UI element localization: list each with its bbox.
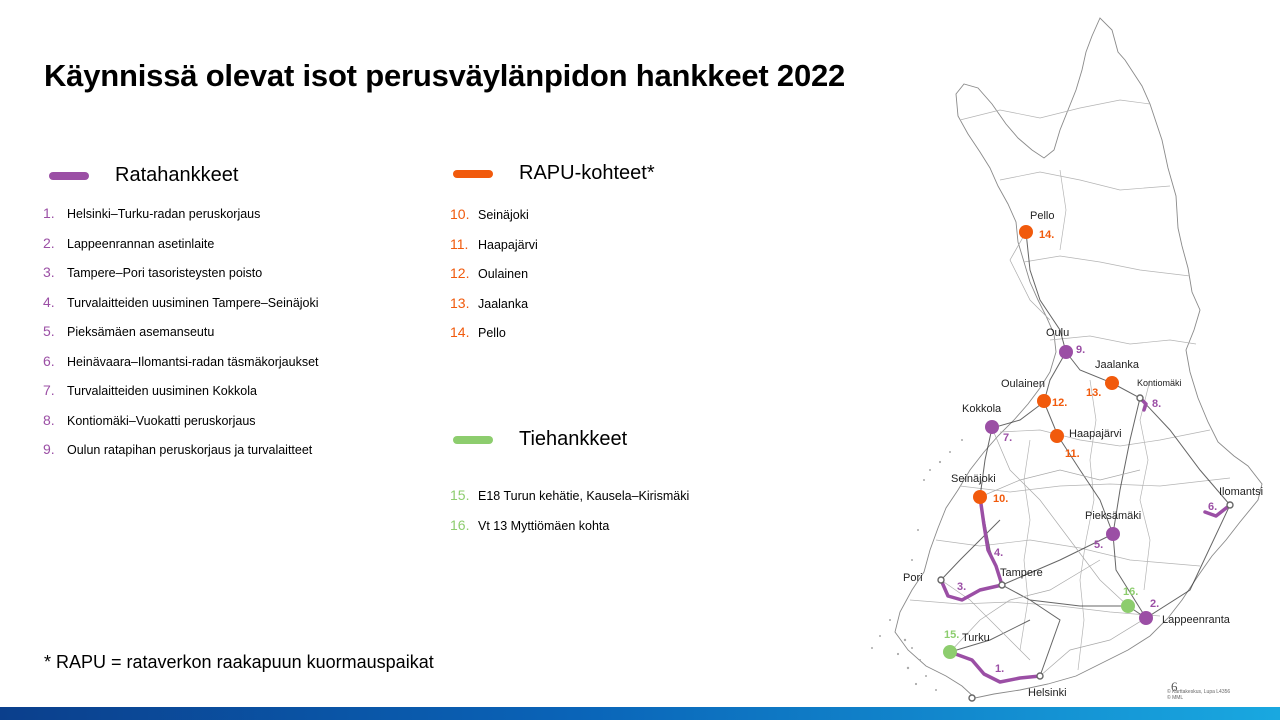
list-item: 10. Seinäjoki (450, 206, 529, 222)
rapu-footnote: * RAPU = rataverkon raakapuun kuormauspa… (44, 652, 434, 672)
rail-line-heinavaara-ilomantsi (1203, 503, 1232, 518)
rail-line-tampere-pori (939, 578, 1004, 602)
marker-label-8: 8. (1152, 398, 1161, 410)
marker-label-4: 4. (994, 547, 1003, 559)
marker-label-16: 16. (1123, 586, 1138, 598)
list-item: 7. Turvalaitteiden uusiminen Kokkola (43, 382, 257, 398)
page-number: 6 (1171, 679, 1178, 694)
rail-line-endpoints (937, 394, 1234, 702)
marker-label-9: 9. (1076, 344, 1085, 356)
marker-label-14: 14. (1039, 229, 1054, 241)
rail-point-kokkola (985, 420, 999, 434)
place-label-haapajarvi: Haapajärvi (1069, 428, 1122, 440)
page-title: Käynnissä olevat isot perusväylänpidon h… (44, 58, 846, 93)
marker-label-11: 11. (1065, 448, 1080, 460)
place-label-kokkola: Kokkola (962, 403, 1002, 415)
rail-point-oulu (1059, 345, 1073, 359)
road-project-list: 15. E18 Turun kehätie, Kausela–Kirismäki … (450, 487, 689, 546)
road-point-myttiomaki (1121, 599, 1135, 613)
place-label-kontiomaki: Kontiomäki (1137, 378, 1182, 388)
rail-line-tampere-seinajoki (978, 495, 1004, 587)
list-item: 5. Pieksämäen asemanseutu (43, 323, 215, 339)
rapu-point-oulainen (1037, 394, 1051, 408)
rail-line-swatch (49, 171, 89, 180)
legend-road-heading-label: Tiehankkeet (519, 428, 628, 450)
place-label-tampere: Tampere (1000, 567, 1043, 579)
road-line-swatch (453, 435, 493, 444)
marker-label-12: 12. (1052, 397, 1067, 409)
rapu-point-seinajoki (973, 490, 987, 504)
rapu-site-list: 10. Seinäjoki 11. Haapajärvi 12. Oulainen 1… (450, 206, 538, 354)
list-item: 9. Oulun ratapihan peruskorjaus ja turval… (43, 441, 313, 457)
list-item: 4. Turvalaitteiden uusiminen Tampere–Sein… (43, 293, 319, 310)
list-item: 1. Helsinki–Turku-radan peruskorjaus (43, 205, 261, 221)
country-outline (894, 17, 1263, 699)
marker-label-5: 5. (1094, 539, 1103, 551)
place-label-pello: Pello (1030, 210, 1054, 222)
archipelago (871, 439, 963, 691)
map-copyright: © Karttakeskus, Lupa L4356 © MML (1167, 689, 1231, 701)
rapu-point-jaalanka (1105, 376, 1119, 390)
list-item: 3. Tampere–Pori tasoristeysten poisto (43, 264, 263, 280)
place-label-oulu: Oulu (1046, 327, 1069, 339)
regional-borders (909, 99, 1231, 671)
list-item: 8. Kontiomäki–Vuokatti peruskorjaus (43, 411, 256, 428)
marker-label-3: 3. (957, 581, 966, 593)
rapu-point-pello (1019, 225, 1033, 239)
list-item: 12. Oulainen (450, 265, 529, 281)
place-label-turku: Turku (962, 632, 990, 644)
marker-label-7: 7. (1003, 432, 1012, 444)
legend-rapu-heading: RAPU-kohteet* (453, 162, 655, 185)
rapu-point-haapajarvi (1050, 429, 1064, 443)
marker-label-2: 2. (1150, 598, 1159, 610)
marker-label-13: 13. (1086, 387, 1101, 399)
place-label-helsinki: Helsinki (1028, 687, 1067, 699)
list-item: 16. Vt 13 Myttiömäen kohta (450, 516, 610, 533)
road-network (940, 231, 1147, 677)
rapu-line-swatch (453, 169, 493, 178)
marker-label-10: 10. (993, 493, 1008, 505)
marker-label-6: 6. (1208, 501, 1217, 513)
place-label-pori: Pori (903, 572, 923, 584)
place-label-oulainen: Oulainen (1001, 378, 1045, 390)
footer-brand-bar (0, 707, 1280, 720)
place-label-jaalanka: Jaalanka (1095, 359, 1140, 371)
list-item: 6. Heinävaara–Ilomantsi-radan täsmäkorjau… (43, 352, 319, 369)
rail-point-pieksamaki (1106, 527, 1120, 541)
place-label-lappeenranta: Lappeenranta (1162, 614, 1231, 626)
legend-road-heading: Tiehankkeet (453, 428, 627, 451)
legend-rail-heading-label: Ratahankkeet (115, 164, 239, 186)
legend-rail-heading: Ratahankkeet (49, 164, 238, 187)
list-item: 14. Pello (450, 324, 506, 340)
marker-label-15: 15. (944, 629, 959, 641)
place-label-ilomantsi: Ilomantsi (1219, 486, 1263, 498)
road-point-turku (943, 645, 957, 659)
place-label-seinajoki: Seinäjoki (951, 473, 996, 485)
list-item: 11. Haapajärvi (450, 235, 538, 252)
list-item: 13. Jaalanka (450, 294, 529, 311)
rail-line-helsinki-turku (948, 650, 1042, 684)
list-item: 15. E18 Turun kehätie, Kausela–Kirismäki (450, 487, 690, 503)
list-item: 2. Lappeenrannan asetinlaite (43, 234, 215, 251)
rail-project-list: 1. Helsinki–Turku-radan peruskorjaus 2. La… (43, 205, 319, 471)
rail-point-lappeenranta (1139, 611, 1153, 625)
finland-map: Pello Oulu Jaalanka Oulainen Kontiomäki … (871, 17, 1263, 702)
legend-rapu-heading-label: RAPU-kohteet* (519, 162, 655, 184)
marker-label-1: 1. (995, 663, 1004, 675)
place-label-pieksamaki: Pieksämäki (1085, 510, 1141, 522)
